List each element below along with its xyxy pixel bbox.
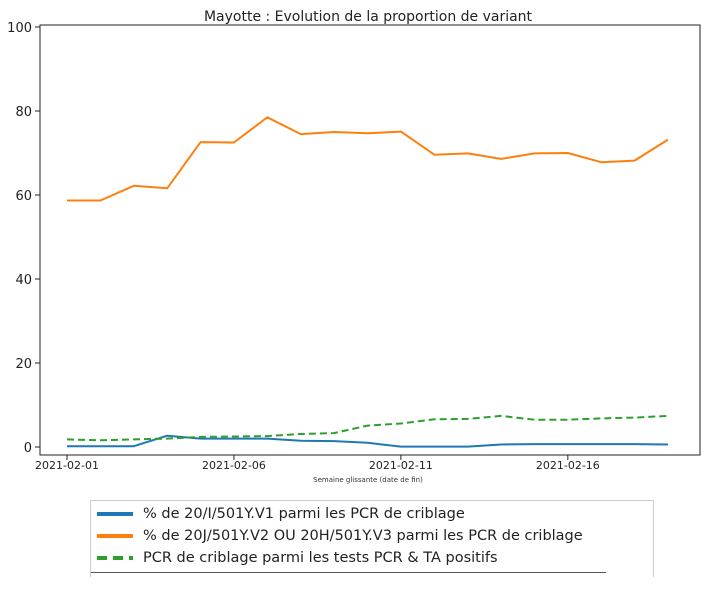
plot-frame (39, 24, 701, 456)
series-v2-v3-point (333, 131, 335, 133)
series-v1-point (500, 443, 502, 445)
series-criblage-point (266, 435, 268, 437)
series-v2-v3-point (233, 142, 235, 144)
series-v2-v3-point (400, 131, 402, 133)
series-v1-point (667, 443, 669, 445)
series-v1-point (333, 440, 335, 442)
series-criblage-point (467, 418, 469, 420)
series-v1-point (233, 438, 235, 440)
series-v2-v3-point (200, 141, 202, 143)
y-tick-label: 80 (15, 105, 32, 120)
legend-item-series-v2-v3: % de 20J/501Y.V2 OU 20H/501Y.V3 parmi le… (95, 525, 583, 547)
series-v2-v3-point (433, 154, 435, 156)
x-tick-label: 2021-02-01 (35, 459, 99, 472)
y-tick-label: 100 (7, 21, 32, 36)
legend-label: % de 20J/501Y.V2 OU 20H/501Y.V3 parmi le… (143, 528, 583, 544)
series-criblage-point (500, 415, 502, 417)
series-criblage-point (333, 432, 335, 434)
legend-item-series-v1: % de 20/I/501Y.V1 parmi les PCR de cribl… (95, 503, 465, 525)
series-v1-point (600, 443, 602, 445)
legend-label: % de 20/I/501Y.V1 parmi les PCR de cribl… (143, 506, 465, 522)
legend-swatch (95, 530, 135, 542)
series-v2-v3-point (99, 199, 101, 201)
series-criblage-point (233, 436, 235, 438)
series-v1-point (133, 445, 135, 447)
series-v1-point (266, 438, 268, 440)
series-criblage-point (667, 415, 669, 417)
y-tick-label: 20 (15, 357, 32, 372)
line-chart: Mayotte : Evolution de la proportion de … (7, 9, 701, 484)
x-tick-label: 2021-02-11 (369, 459, 433, 472)
x-tick-label: 2021-02-16 (536, 459, 600, 472)
legend-swatch (95, 552, 135, 564)
series-v1-point (367, 442, 369, 444)
series-criblage-point (533, 419, 535, 421)
series-criblage-point (200, 436, 202, 438)
series-v2-v3-point (533, 152, 535, 154)
series-v1-point (533, 443, 535, 445)
legend-item-series-criblage: PCR de criblage parmi les tests PCR & TA… (95, 547, 498, 569)
series-v2-v3-point (166, 187, 168, 189)
legend: % de 20/I/501Y.V1 parmi les PCR de cribl… (90, 500, 654, 577)
series-v2-v3-point (467, 152, 469, 154)
y-tick-label: 40 (15, 273, 32, 288)
series-v2-v3-point (300, 133, 302, 135)
series-v2-v3-point (634, 160, 636, 162)
series-criblage-point (400, 422, 402, 424)
legend-bottom-rule (91, 572, 606, 573)
series-v1-point (99, 445, 101, 447)
series-v1-point (467, 446, 469, 448)
series-v1-point (433, 446, 435, 448)
series-v1-point (400, 446, 402, 448)
series-v1-point (300, 440, 302, 442)
series-criblage-point (300, 433, 302, 435)
series-criblage-point (433, 418, 435, 420)
series-v2-v3-point (667, 139, 669, 141)
chart-title: Mayotte : Evolution de la proportion de … (204, 9, 533, 25)
series-v2-v3-point (266, 116, 268, 118)
series-v1-point (166, 435, 168, 437)
series-v2-v3-point (500, 158, 502, 160)
series-v2-v3-point (133, 185, 135, 187)
series-criblage-point (133, 438, 135, 440)
series-v2-v3-line (67, 116, 669, 202)
series-v1-point (567, 443, 569, 445)
series-criblage-point (567, 419, 569, 421)
y-tick-label: 60 (15, 189, 32, 204)
series-criblage-point (634, 417, 636, 419)
series-criblage-point (166, 438, 168, 440)
series-criblage-point (99, 439, 101, 441)
series-v2-v3-point (367, 132, 369, 134)
x-tick-label: 2021-02-06 (202, 459, 266, 472)
series-criblage-point (66, 438, 68, 440)
x-axis: 2021-02-01 2021-02-06 2021-02-11 2021-02-16 (35, 455, 600, 472)
series-criblage-point (600, 417, 602, 419)
x-axis-label: Semaine glissante (date de fin) (313, 476, 423, 484)
series-criblage-line (66, 414, 669, 442)
series-v1-point (66, 445, 68, 447)
series-v1-line (67, 434, 669, 448)
y-axis: 0 20 40 60 80 100 (7, 21, 40, 456)
legend-label: PCR de criblage parmi les tests PCR & TA… (143, 550, 498, 566)
y-tick-label: 0 (24, 441, 32, 456)
series-v2-v3-point (66, 199, 68, 201)
legend-swatch (95, 508, 135, 520)
series-v1-point (634, 443, 636, 445)
legend-bottom-mask (91, 571, 653, 577)
series-criblage-point (367, 425, 369, 427)
series-v2-v3-point (567, 152, 569, 154)
series-v2-v3-point (600, 161, 602, 163)
series-group (66, 116, 669, 448)
